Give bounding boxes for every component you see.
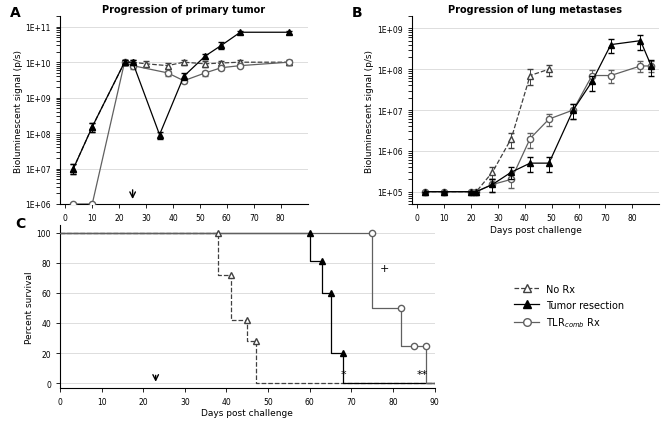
X-axis label: Days post challenge: Days post challenge bbox=[201, 409, 293, 417]
Text: +: + bbox=[380, 264, 390, 274]
Y-axis label: Bioluminescent signal (p/s): Bioluminescent signal (p/s) bbox=[13, 49, 23, 172]
Text: C: C bbox=[15, 216, 25, 230]
Text: *: * bbox=[340, 368, 346, 379]
Legend: No Rx, Tumor resection, TLR$_{comb}$ Rx: No Rx, Tumor resection, TLR$_{comb}$ Rx bbox=[514, 284, 625, 330]
Title: Progression of lung metastases: Progression of lung metastases bbox=[448, 5, 623, 15]
Text: B: B bbox=[352, 6, 363, 20]
Y-axis label: Bioluminescent signal (p/s): Bioluminescent signal (p/s) bbox=[365, 49, 374, 172]
Title: Progression of primary tumor: Progression of primary tumor bbox=[102, 5, 265, 15]
X-axis label: Days post challenge: Days post challenge bbox=[138, 225, 230, 234]
Y-axis label: Percent survival: Percent survival bbox=[25, 271, 34, 343]
Text: **: ** bbox=[416, 368, 428, 379]
Text: A: A bbox=[11, 6, 21, 20]
X-axis label: Days post challenge: Days post challenge bbox=[490, 225, 581, 234]
